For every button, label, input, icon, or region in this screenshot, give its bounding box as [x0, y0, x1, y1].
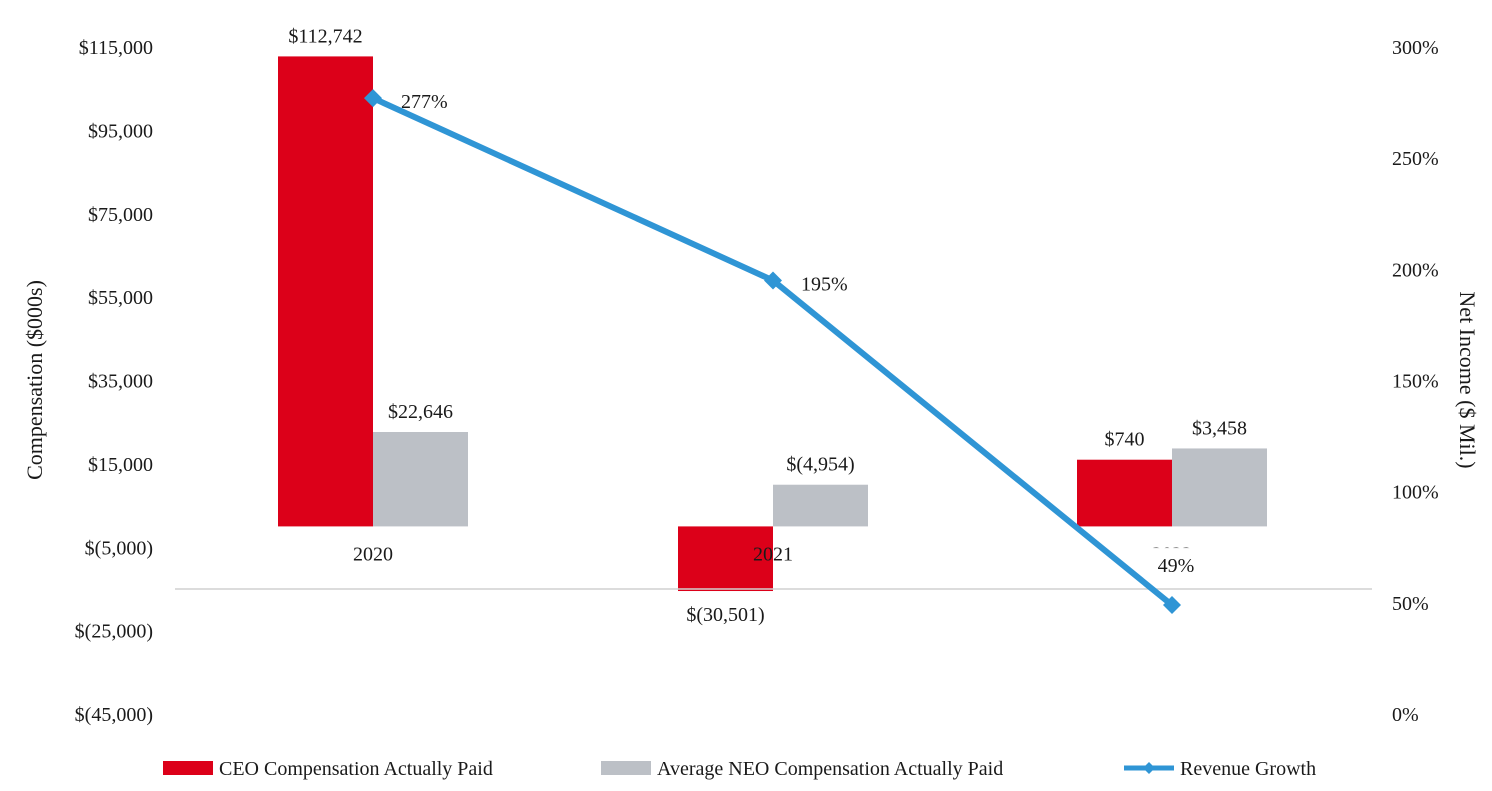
left-tick-label: $55,000 — [88, 287, 153, 309]
bar-ceo-2022 — [1077, 459, 1172, 527]
right-tick-label: 0% — [1392, 704, 1419, 726]
bar-data-label: $740 — [1105, 429, 1145, 451]
legend-swatch — [601, 761, 651, 775]
category-labels: 202020212022 — [353, 543, 1192, 565]
left-tick-label: $115,000 — [79, 37, 153, 59]
bar-data-label: $(30,501) — [686, 604, 764, 626]
revenue-growth-marker — [764, 271, 782, 290]
category-label-2021: 2021 — [753, 543, 793, 565]
bar-neo-2021 — [773, 484, 868, 527]
legend: CEO Compensation Actually Paid Average NE… — [163, 758, 1316, 780]
bar-ceo-2021 — [678, 526, 773, 592]
legend-swatch — [163, 761, 213, 775]
bar-data-label: $(4,954) — [786, 454, 854, 476]
legend-label: CEO Compensation Actually Paid — [219, 758, 493, 780]
left-axis-title: Compensation ($000s) — [22, 280, 47, 480]
bar-ceo-2020 — [278, 56, 373, 527]
revenue-growth-data-label: 49% — [1158, 555, 1195, 577]
bar-neo-2020 — [373, 432, 468, 527]
right-tick-label: 50% — [1392, 593, 1429, 615]
revenue-growth-marker — [1163, 596, 1181, 615]
revenue-growth-series: 277% 195% 49% — [364, 89, 1204, 615]
bar-data-labels: $112,742 $(30,501) $740 $22,646 $(4,954) $3,4… — [288, 25, 1247, 626]
right-tick-label: 300% — [1392, 37, 1439, 59]
left-tick-label: $95,000 — [88, 120, 153, 142]
bar-data-label: $112,742 — [288, 25, 362, 47]
revenue-growth-label-bg — [1148, 548, 1204, 581]
right-tick-label: 250% — [1392, 148, 1439, 170]
bar-series — [278, 56, 1267, 592]
right-tick-label: 150% — [1392, 371, 1439, 393]
category-label-2020: 2020 — [353, 543, 393, 565]
revenue-growth-data-label: 195% — [801, 273, 848, 295]
bar-data-label: $3,458 — [1192, 417, 1247, 439]
left-tick-label: $35,000 — [88, 371, 153, 393]
revenue-growth-marker — [364, 89, 382, 108]
bar-neo-2022 — [1172, 448, 1267, 527]
legend-swatch-marker — [1143, 762, 1155, 774]
left-tick-label: $(25,000) — [75, 621, 153, 643]
legend-label: Average NEO Compensation Actually Paid — [657, 758, 1003, 780]
left-tick-label: $(5,000) — [85, 537, 153, 559]
bar-data-label: $22,646 — [388, 401, 453, 423]
left-axis-ticks: $115,000 $95,000 $75,000 $55,000 $35,000 $15,… — [75, 37, 153, 726]
left-tick-label: $15,000 — [88, 454, 153, 476]
right-axis-ticks: 300% 250% 200% 150% 100% 50% 0% — [1392, 37, 1439, 726]
revenue-growth-data-label: 277% — [401, 91, 448, 113]
left-tick-label: $75,000 — [88, 204, 153, 226]
right-tick-label: 200% — [1392, 259, 1439, 281]
right-axis-title: Net Income ($ Mil.) — [1455, 291, 1480, 468]
right-tick-label: 100% — [1392, 482, 1439, 504]
left-tick-label: $(45,000) — [75, 704, 153, 726]
legend-label: Revenue Growth — [1180, 758, 1316, 780]
